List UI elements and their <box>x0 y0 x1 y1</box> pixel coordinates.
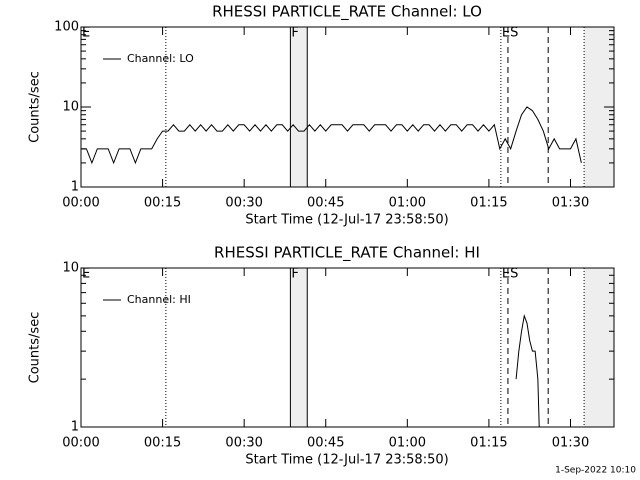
annotation: E <box>82 26 90 41</box>
x-tick-label: 01:00 <box>389 436 426 451</box>
x-tick-label: 01:00 <box>389 196 426 211</box>
x-tick-label: 00:15 <box>144 196 181 211</box>
x-tick-label: 00:30 <box>225 196 262 211</box>
y-tick-label: 10 <box>62 100 79 115</box>
x-axis-label: Start Time (12-Jul-17 23:58:50) <box>245 213 448 228</box>
x-tick-label: 00:15 <box>144 436 181 451</box>
footer: 1-Sep-2022 10:10 <box>555 466 636 476</box>
annotation: ES <box>502 267 518 282</box>
x-tick-label: 01:15 <box>470 196 507 211</box>
y-axis-label: Counts/sec <box>28 312 43 384</box>
x-tick-label: 00:00 <box>62 436 99 451</box>
y-tick-label: 1 <box>71 420 79 435</box>
x-tick-label: 00:00 <box>62 196 99 211</box>
annotation: F <box>291 267 298 282</box>
y-tick-label: 10 <box>62 261 79 276</box>
legend-label: Channel: HI <box>127 293 191 306</box>
data-line <box>515 313 540 427</box>
shaded-region <box>290 268 308 427</box>
annotation: E <box>82 267 90 282</box>
legend-label: Channel: LO <box>127 52 194 65</box>
x-tick-label: 01:15 <box>470 436 507 451</box>
shaded-region <box>584 268 614 427</box>
plot-frame <box>80 267 615 428</box>
x-tick-label: 01:30 <box>552 196 589 211</box>
x-axis-label: Start Time (12-Jul-17 23:58:50) <box>245 453 448 468</box>
shaded-region <box>290 27 308 187</box>
annotation: ES <box>502 26 518 41</box>
chart-title: RHESSI PARTICLE_RATE Channel: LO <box>212 3 482 22</box>
data-line <box>81 106 582 165</box>
x-tick-label: 00:45 <box>307 196 344 211</box>
x-tick-label: 01:30 <box>552 436 589 451</box>
y-tick-label: 100 <box>54 20 79 35</box>
annotation: F <box>291 26 298 41</box>
x-tick-label: 00:30 <box>225 436 262 451</box>
y-axis-label: Counts/sec <box>28 71 43 143</box>
y-tick-label: 1 <box>71 180 79 195</box>
chart-title: RHESSI PARTICLE_RATE Channel: HI <box>214 244 480 263</box>
x-tick-label: 00:45 <box>307 436 344 451</box>
